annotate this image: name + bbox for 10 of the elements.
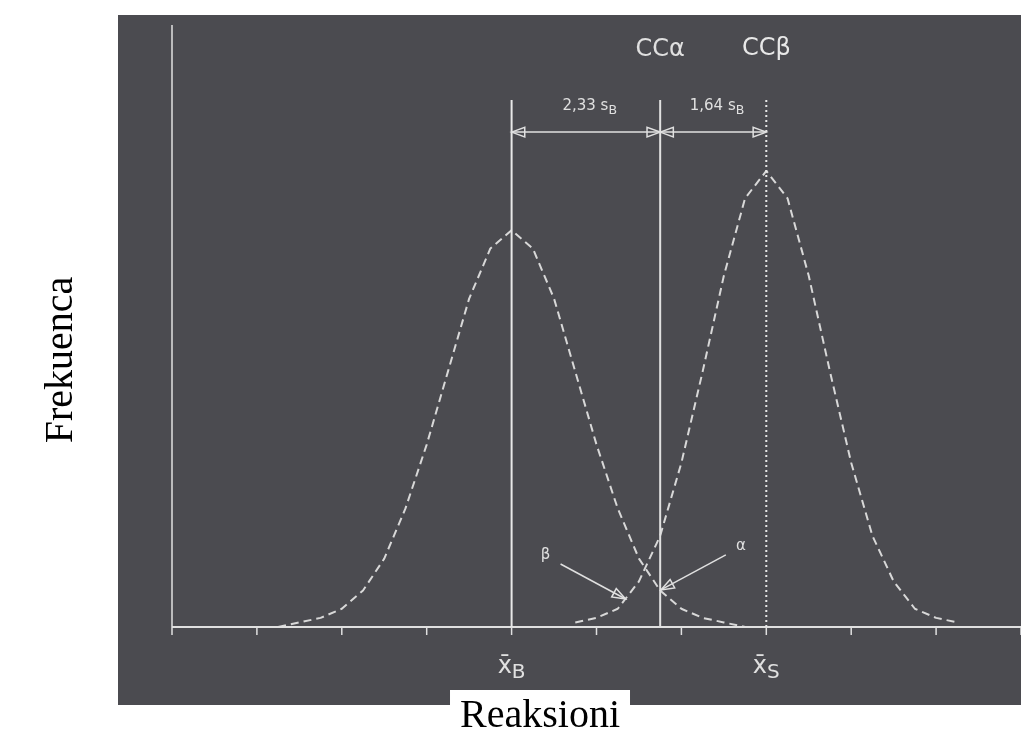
x-tick-label: x̄$_{S}$ <box>752 650 780 684</box>
annotation: β <box>540 544 551 563</box>
x-axis-title: Reaksioni <box>450 690 630 733</box>
y-axis-title: Frekuenca <box>34 276 82 444</box>
text: 2,33 s$_{B}$ <box>562 95 617 117</box>
ref-line-label: CCβ <box>741 33 791 61</box>
text: 1,64 s$_{B}$ <box>689 95 745 117</box>
x-tick-label: x̄$_{B}$ <box>497 650 526 684</box>
annotation: α <box>735 535 746 554</box>
text: CCα <box>635 33 685 62</box>
